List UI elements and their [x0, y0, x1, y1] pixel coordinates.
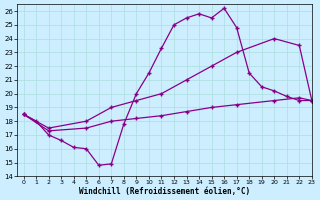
X-axis label: Windchill (Refroidissement éolien,°C): Windchill (Refroidissement éolien,°C)	[79, 187, 250, 196]
